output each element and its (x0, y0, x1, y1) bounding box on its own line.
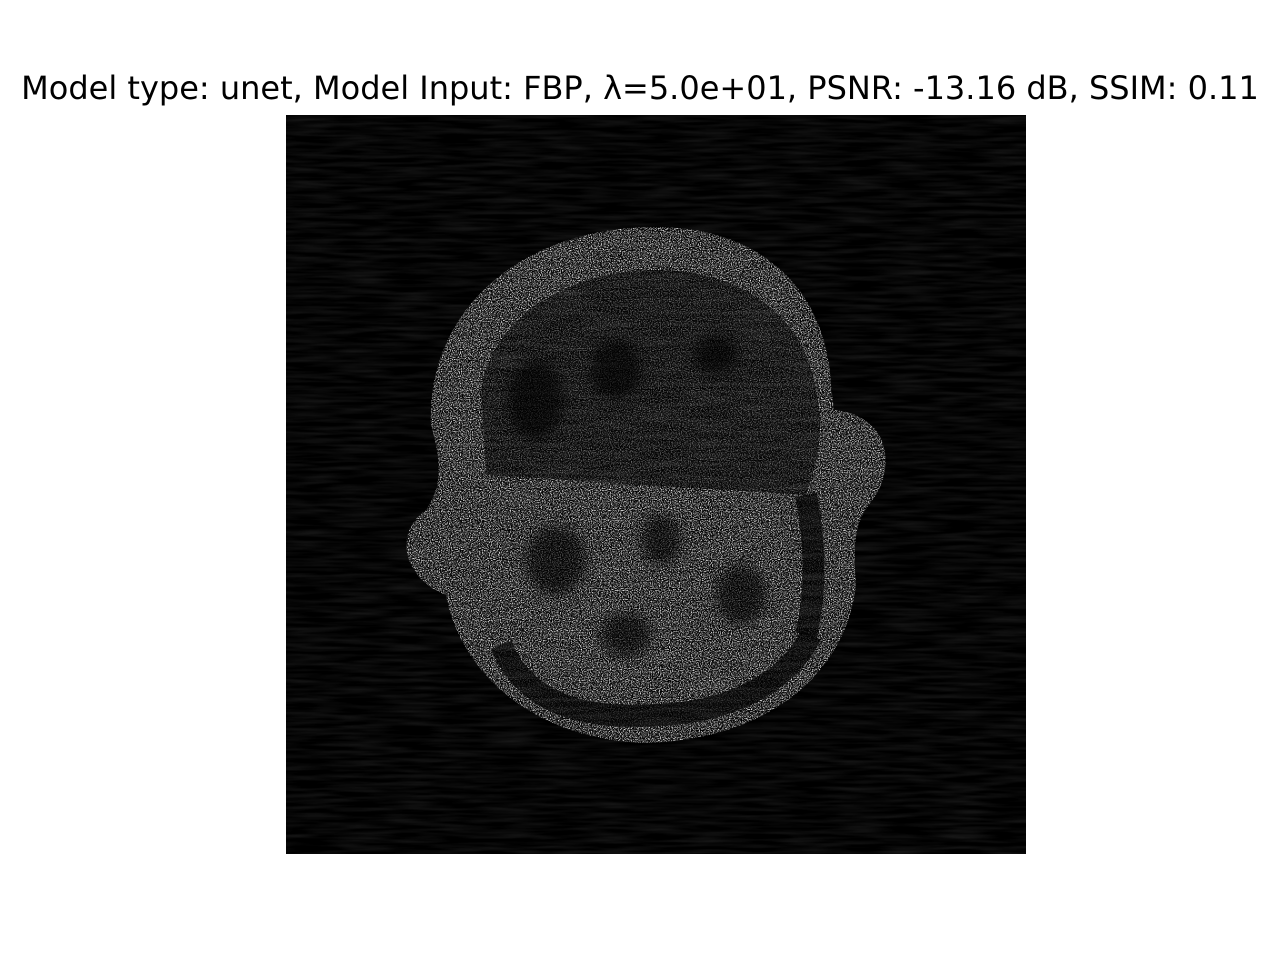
reconstruction-image (286, 115, 1026, 854)
figure-title: Model type: unet, Model Input: FBP, λ=5.… (21, 69, 1259, 107)
reconstruction-image-svg (286, 115, 1026, 854)
